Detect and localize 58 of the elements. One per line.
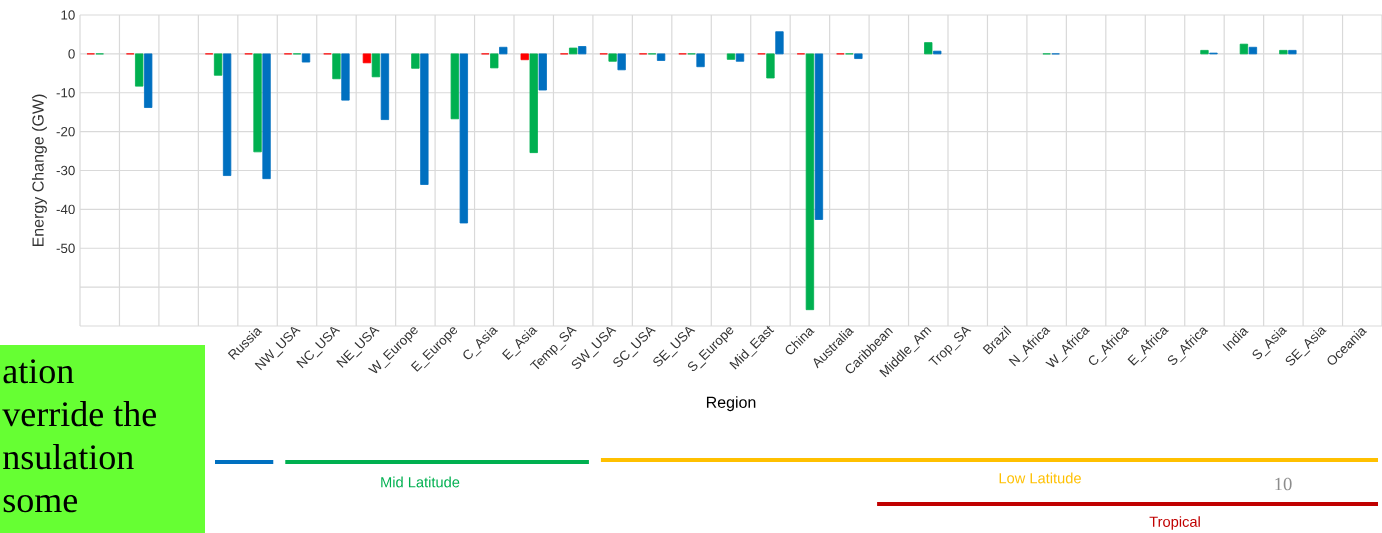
bar xyxy=(1279,49,1288,55)
bar xyxy=(735,53,745,62)
text: Mid Latitude xyxy=(381,476,460,488)
bar xyxy=(569,47,578,55)
bar xyxy=(933,50,942,55)
bar xyxy=(617,53,626,71)
bar xyxy=(450,53,459,120)
bar xyxy=(371,53,381,78)
y-tick-label: -30 xyxy=(56,165,75,176)
y-tick-label: 10 xyxy=(61,10,75,20)
bar xyxy=(135,53,144,87)
bar xyxy=(499,46,508,55)
y-tick-label: -10 xyxy=(56,88,75,98)
bar xyxy=(1288,49,1297,55)
bar xyxy=(814,53,824,220)
text: ation xyxy=(3,359,74,384)
y-tick-label: -50 xyxy=(56,243,75,253)
text: nsulation xyxy=(3,444,134,470)
bar xyxy=(578,46,587,55)
bar xyxy=(529,53,538,154)
bar xyxy=(1200,49,1209,55)
bar xyxy=(362,53,372,64)
y-tick-label: -20 xyxy=(56,126,75,137)
text: Low Latitude xyxy=(999,472,1081,484)
bar xyxy=(411,53,420,69)
bar xyxy=(144,53,153,108)
bar xyxy=(341,53,350,101)
bar xyxy=(805,53,815,311)
text: Tropical xyxy=(1149,516,1200,530)
bar xyxy=(726,53,736,60)
bar xyxy=(1239,43,1249,55)
bar xyxy=(262,53,271,180)
bar xyxy=(696,53,705,68)
bar xyxy=(538,53,547,91)
bar xyxy=(854,53,863,59)
bar xyxy=(608,53,617,62)
y-tick-label: 0 xyxy=(68,49,75,59)
bar xyxy=(490,53,499,69)
bar xyxy=(332,53,341,80)
bar xyxy=(924,42,933,55)
text: verride the xyxy=(2,401,156,427)
bar xyxy=(222,53,232,176)
bar xyxy=(459,53,468,224)
x-axis-title: Region xyxy=(706,396,756,412)
bar xyxy=(775,31,784,55)
bar xyxy=(1248,46,1258,55)
bar xyxy=(520,53,529,61)
bar xyxy=(656,53,666,61)
bar xyxy=(253,53,262,153)
text: some xyxy=(3,495,78,513)
bar xyxy=(766,53,775,79)
y-tick-label: -40 xyxy=(56,204,75,215)
bar xyxy=(213,53,223,76)
y-axis-title: Energy Change (GW) xyxy=(31,94,47,247)
bar xyxy=(380,53,390,120)
bar xyxy=(301,53,311,63)
bar xyxy=(420,53,429,185)
text: 10 xyxy=(1275,477,1292,491)
